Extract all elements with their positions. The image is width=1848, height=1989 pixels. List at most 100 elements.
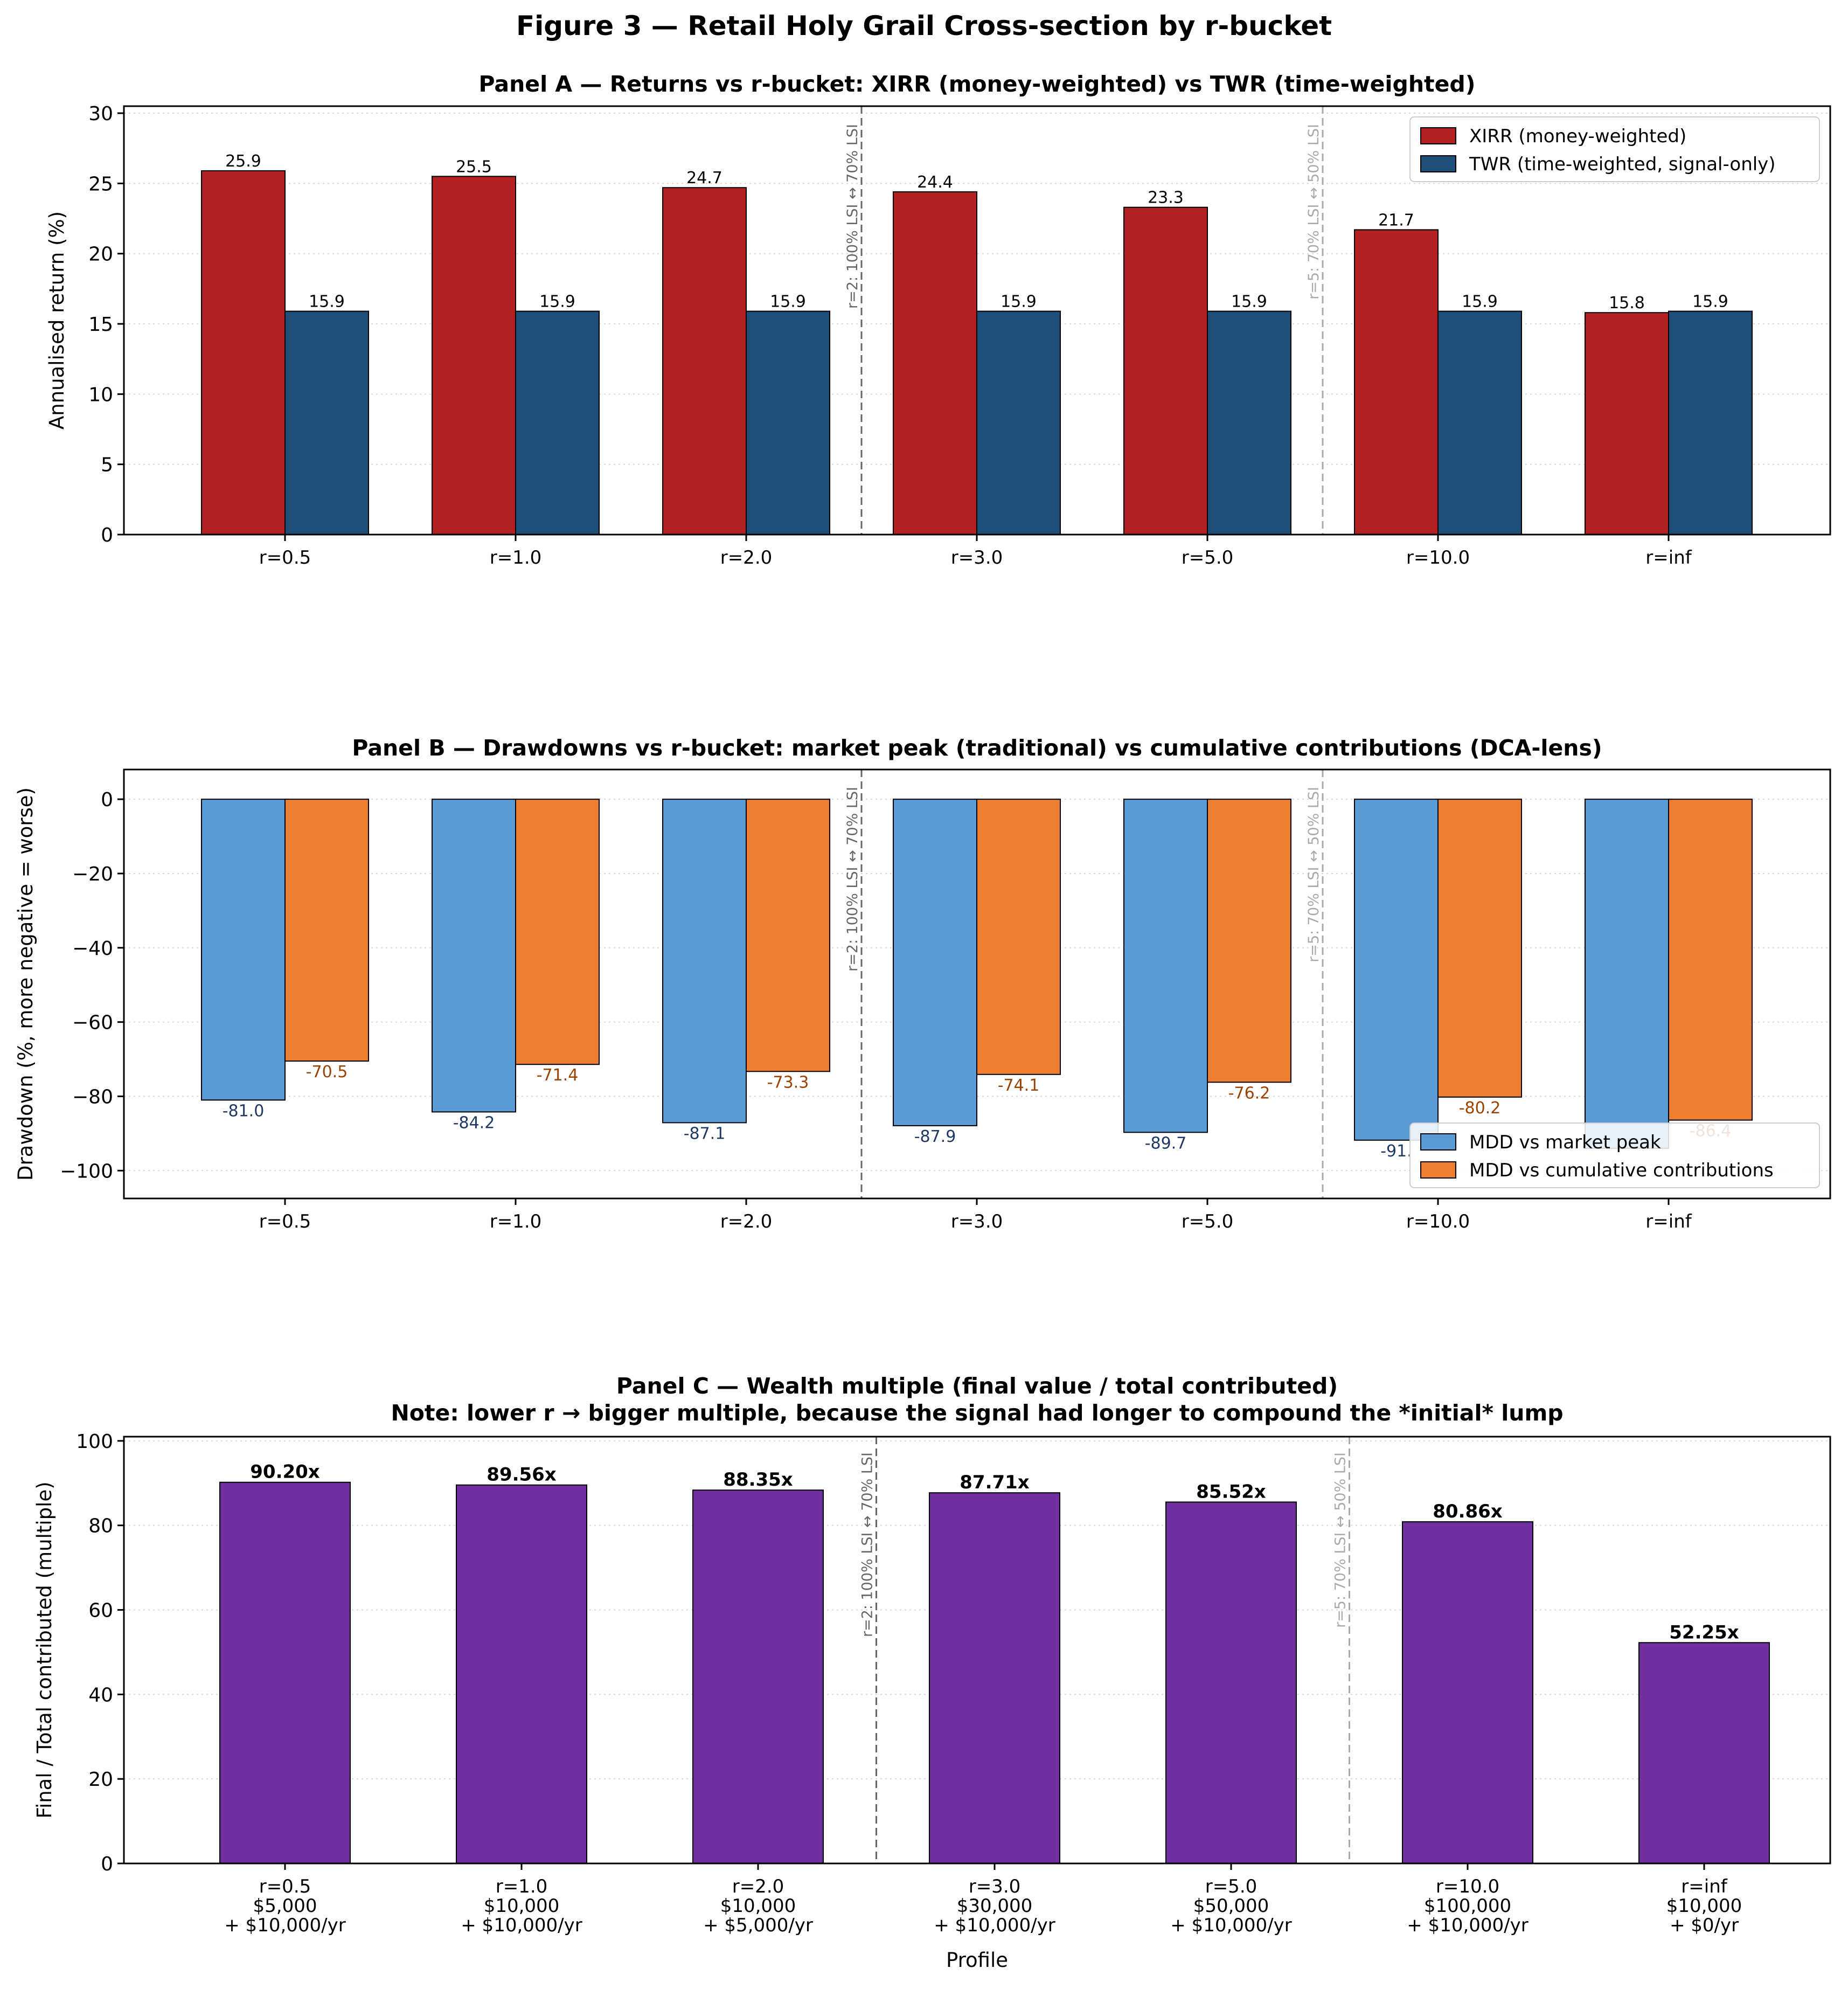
data-label: 85.52x — [1196, 1481, 1266, 1502]
bar — [456, 1484, 587, 1865]
data-label: -84.2 — [453, 1113, 495, 1132]
bar — [201, 170, 286, 536]
data-label: -87.1 — [684, 1124, 726, 1143]
panel-subtitle: Note: lower r → bigger multiple, because… — [391, 1400, 1563, 1426]
bar — [692, 1489, 824, 1864]
x-tick-label: r=0.5 — [259, 1876, 311, 1897]
panel-title: Panel B — Drawdowns vs r-bucket: market … — [352, 735, 1602, 761]
panel-title: Panel A — Returns vs r-bucket: XIRR (mon… — [478, 71, 1475, 97]
y-tick-label: 20 — [88, 244, 113, 266]
x-tick-sublabel: + $10,000/yr — [224, 1915, 345, 1936]
x-tick-label: r=3.0 — [969, 1876, 1021, 1897]
legend: XIRR (money-weighted) TWR (time-weighted,… — [1409, 116, 1820, 182]
legend-label: XIRR (money-weighted) — [1469, 126, 1686, 147]
data-label: 15.8 — [1609, 294, 1645, 313]
x-tick-label: r=5.0 — [1205, 1876, 1258, 1897]
data-label: 15.9 — [309, 293, 345, 311]
x-tick-sublabel: + $10,000/yr — [1407, 1915, 1528, 1936]
x-tick-label: r=10.0 — [1406, 547, 1470, 569]
axes-frame — [123, 1436, 1831, 1865]
y-tick-label: −40 — [72, 938, 113, 960]
x-tick-label: r=inf — [1645, 1211, 1692, 1232]
legend-label: TWR (time-weighted, signal-only) — [1469, 154, 1776, 175]
data-label: -73.3 — [767, 1073, 809, 1092]
regime-annotation: r=5: 70% LSI ↔ 50% LSI — [1332, 1452, 1349, 1628]
bar — [1165, 1501, 1297, 1864]
panelA: 25.9 25.5 24.7 24.4 23.3 21.7 15.8 15.9 15.9 15.9… — [45, 71, 1831, 569]
y-tick-label: 20 — [88, 1769, 113, 1791]
y-tick-label: 80 — [88, 1515, 113, 1537]
x-tick-sublabel: $5,000 — [253, 1895, 317, 1917]
y-tick-label: 10 — [88, 384, 113, 406]
bar — [1123, 799, 1208, 1133]
x-tick-label: r=1.0 — [490, 547, 542, 569]
x-tick-sublabel: + $10,000/yr — [461, 1915, 582, 1936]
x-tick-sublabel: + $5,000/yr — [703, 1915, 813, 1936]
data-label: -80.2 — [1459, 1099, 1501, 1118]
x-tick-sublabel: + $10,000/yr — [1170, 1915, 1291, 1936]
x-tick-sublabel: $30,000 — [957, 1895, 1033, 1917]
bar — [515, 799, 600, 1065]
x-tick-label: r=0.5 — [259, 547, 311, 569]
legend-swatch — [1420, 1133, 1456, 1151]
bar — [893, 799, 977, 1126]
legend-swatch — [1420, 155, 1456, 172]
panelB: -81.0 -84.2 -87.1 -87.9 -89.7 -91. -70.5 -71.4 -… — [14, 735, 1831, 1232]
data-label: 88.35x — [723, 1469, 793, 1491]
regime-annotation: r=5: 70% LSI ↔ 50% LSI — [1305, 124, 1322, 300]
bar — [432, 799, 516, 1113]
data-label: 90.20x — [250, 1461, 320, 1483]
data-label: 87.71x — [960, 1472, 1030, 1493]
bar — [662, 187, 747, 536]
x-tick-sublabel: $100,000 — [1424, 1895, 1511, 1917]
data-label: -71.4 — [537, 1066, 579, 1085]
y-tick-label: 100 — [76, 1431, 113, 1453]
y-axis-label: Annualised return (%) — [45, 211, 68, 429]
bar — [1437, 799, 1522, 1098]
y-tick-label: −60 — [72, 1012, 113, 1034]
data-label: -87.9 — [914, 1127, 956, 1146]
bar — [1668, 310, 1753, 535]
x-tick-label: r=10.0 — [1436, 1876, 1499, 1897]
data-label: 80.86x — [1433, 1501, 1503, 1522]
legend-swatch — [1420, 1161, 1456, 1179]
data-label: 15.9 — [1001, 293, 1037, 311]
bar — [432, 176, 516, 535]
x-tick-label: r=10.0 — [1406, 1211, 1470, 1232]
x-tick-label: r=3.0 — [951, 547, 1003, 569]
x-tick-sublabel: + $0/yr — [1670, 1915, 1739, 1936]
data-label: 25.9 — [225, 152, 261, 171]
bar — [1207, 310, 1291, 535]
x-tick-label: r=5.0 — [1182, 547, 1234, 569]
x-axis-label: Profile — [946, 1949, 1008, 1972]
figure-title: Figure 3 — Retail Holy Grail Cross-secti… — [516, 10, 1332, 41]
data-label: 23.3 — [1148, 189, 1184, 207]
x-tick-label: r=2.0 — [720, 1211, 773, 1232]
y-tick-label: −20 — [72, 863, 113, 885]
x-tick-label: r=1.0 — [496, 1876, 548, 1897]
legend-label: MDD vs cumulative contributions — [1469, 1160, 1774, 1181]
bar — [746, 799, 830, 1072]
x-tick-label: r=3.0 — [951, 1211, 1003, 1232]
bar — [1207, 799, 1291, 1083]
data-label: 15.9 — [1462, 293, 1498, 311]
data-label: -74.1 — [998, 1076, 1040, 1095]
x-tick-label: r=inf — [1645, 547, 1692, 569]
bar — [976, 799, 1061, 1075]
x-tick-label: r=0.5 — [259, 1211, 311, 1232]
data-label: 89.56x — [487, 1464, 557, 1486]
legend-swatch — [1420, 127, 1456, 144]
y-tick-label: 15 — [88, 314, 113, 336]
y-axis-label: Final / Total contributed (multiple) — [33, 1481, 56, 1818]
bar — [1402, 1521, 1533, 1864]
bar — [201, 799, 286, 1101]
regime-annotation: r=2: 100% LSI ↔ 70% LSI — [859, 1452, 876, 1637]
y-tick-label: 30 — [88, 103, 113, 125]
legend-box — [1409, 116, 1820, 182]
data-label: 15.9 — [1692, 293, 1728, 311]
data-label: -91. — [1380, 1142, 1412, 1161]
data-label: 21.7 — [1378, 211, 1414, 230]
x-tick-sublabel: $10,000 — [484, 1895, 560, 1917]
y-tick-label: 60 — [88, 1600, 113, 1622]
